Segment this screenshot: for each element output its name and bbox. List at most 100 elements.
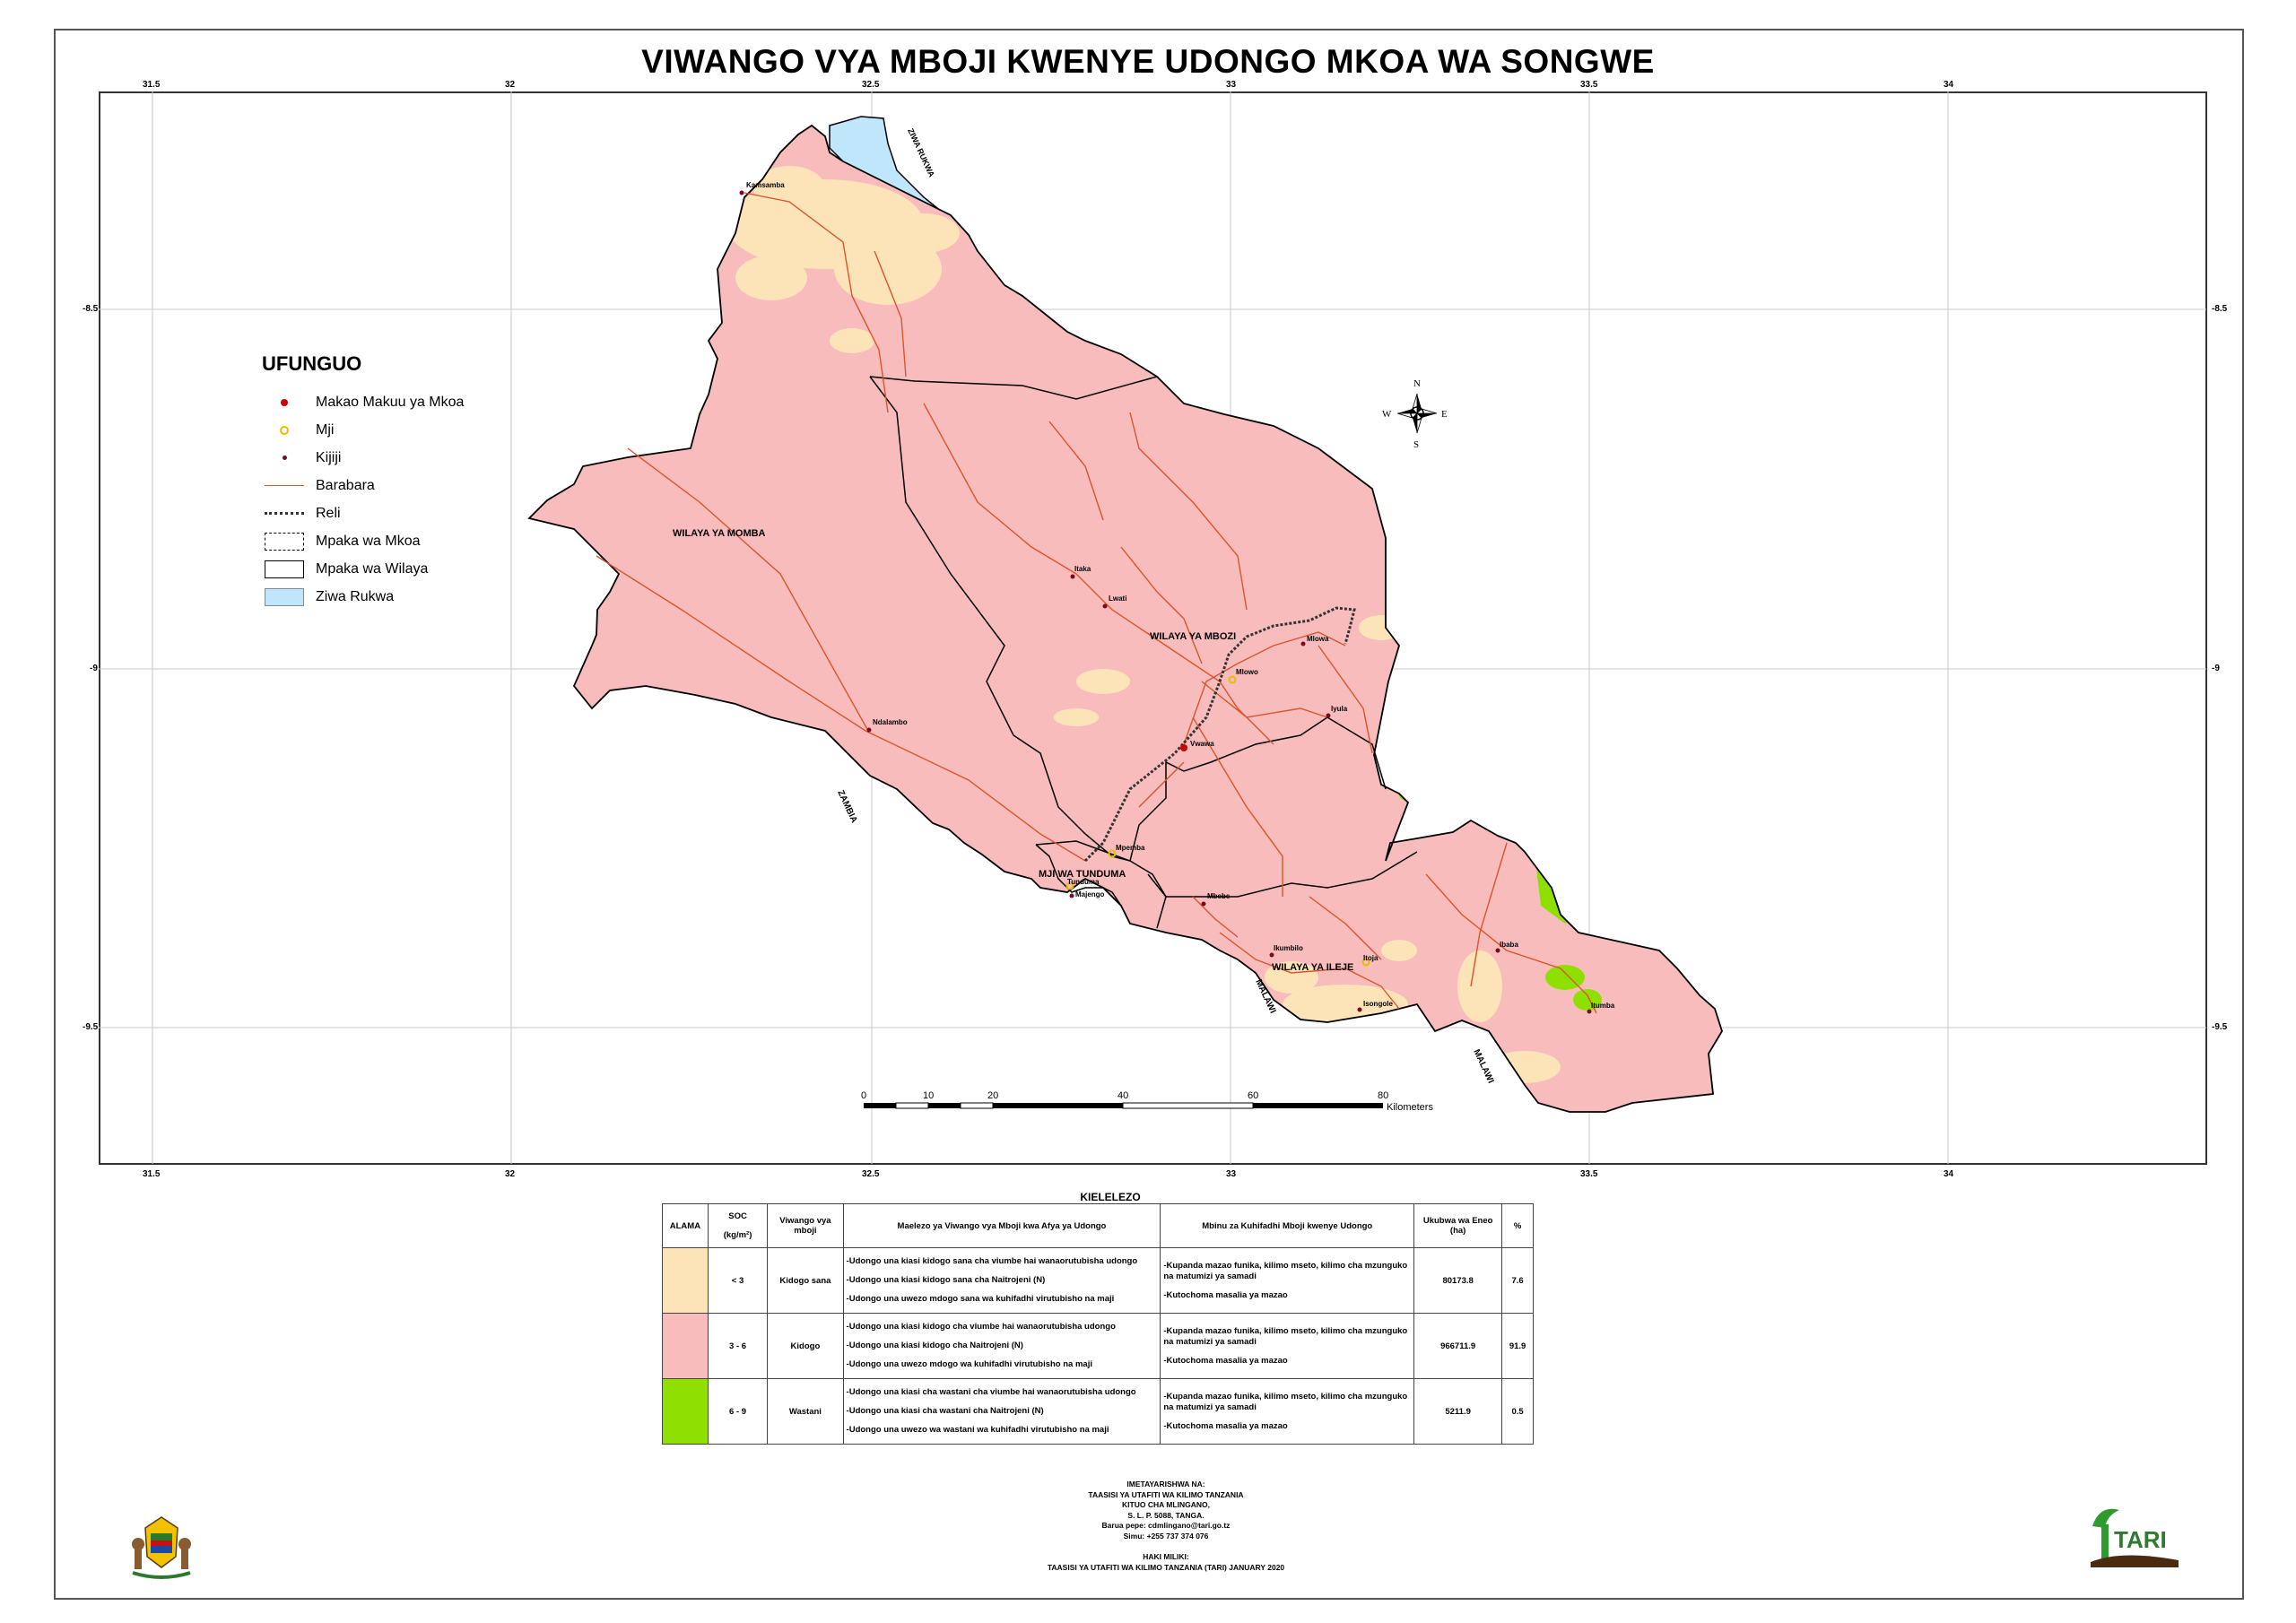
th-ukubwa: Ukubwa wa Eneo (ha) xyxy=(1413,1203,1503,1248)
tick-top: 32.5 xyxy=(862,80,880,90)
tick-top: 33 xyxy=(1226,80,1237,90)
tick-left: -9 xyxy=(90,664,98,673)
tick-bottom: 32 xyxy=(505,1169,516,1179)
legend-item-region-boundary: Mpaka wa Mkoa xyxy=(262,527,495,555)
tick-bottom: 33 xyxy=(1226,1169,1237,1179)
tick-left: -8.5 xyxy=(83,304,99,314)
label-malawi-2: MALAWI xyxy=(1471,1048,1495,1086)
regional-hq-dot-icon xyxy=(262,398,307,406)
tick-top: 32 xyxy=(505,80,516,90)
svg-text:10: 10 xyxy=(923,1090,934,1101)
svg-text:Kilometers: Kilometers xyxy=(1387,1102,1433,1113)
svg-text:S: S xyxy=(1413,439,1419,450)
svg-text:W: W xyxy=(1382,409,1392,420)
svg-text:60: 60 xyxy=(1248,1090,1258,1101)
road-line-icon xyxy=(262,485,307,486)
place-label: Isongole xyxy=(1363,1000,1393,1008)
legend-swatch-high xyxy=(662,1378,709,1445)
legend-item-hq: Makao Makuu ya Mkoa xyxy=(262,388,495,416)
region-boundary-icon xyxy=(262,532,307,551)
map-title: VIWANGO VYA MBOJI KWENYE UDONGO MKOA WA … xyxy=(641,43,1655,80)
legend-item-railway: Reli xyxy=(262,499,495,527)
svg-text:N: N xyxy=(1413,378,1421,389)
label-zambia: ZAMBIA xyxy=(835,789,858,825)
place-label: Iyula xyxy=(1331,705,1348,713)
label-ziwa-rukwa: ZIWA RUKWA xyxy=(906,127,936,179)
district-boundaries xyxy=(869,376,1418,929)
compass-rose-icon xyxy=(1396,393,1438,434)
village-dot-icon xyxy=(262,456,307,460)
tari-logo-text: TARI xyxy=(2114,1526,2167,1553)
tick-right: -9.5 xyxy=(2212,1022,2228,1032)
place-label: Itaka xyxy=(1074,565,1091,573)
tick-bottom: 34 xyxy=(1944,1169,1954,1179)
svg-text:E: E xyxy=(1441,409,1448,420)
place-label: Itoja xyxy=(1363,954,1378,962)
tick-bottom: 33.5 xyxy=(1580,1169,1598,1179)
table-title: KIELELEZO xyxy=(1080,1191,1141,1203)
label-wilaya-mbozi: WILAYA YA MBOZI xyxy=(1150,631,1236,642)
legend-title: UFUNGUO xyxy=(262,352,362,375)
svg-text:40: 40 xyxy=(1118,1090,1128,1101)
place-label: Itumba xyxy=(1591,1002,1615,1010)
page-frame xyxy=(54,29,2244,1600)
place-label: Vwawa xyxy=(1190,740,1214,748)
legend-item-road: Barabara xyxy=(262,472,495,499)
place-label: Tunduma xyxy=(1067,878,1100,886)
label-wilaya-ileje: WILAYA YA ILEJE xyxy=(1272,962,1353,973)
th-soc: SOC (kg/m²) xyxy=(707,1203,769,1248)
district-boundary-icon xyxy=(262,560,307,578)
tari-logo-icon: TARI xyxy=(2091,1508,2179,1567)
th-mbinu: Mbinu za Kuhifadhi Mboji kwenye Udongo xyxy=(1160,1203,1415,1248)
table-row: 3 - 6 Kidogo -Udongo una kiasi kidogo ch… xyxy=(662,1313,1534,1379)
railway-line-icon xyxy=(262,512,307,515)
place-label: Mbebe xyxy=(1207,892,1231,900)
place-label: Mlowa xyxy=(1307,635,1329,643)
place-label: Ibaba xyxy=(1500,941,1518,949)
th-percent: % xyxy=(1501,1203,1534,1248)
th-viwango: Viwango vya mboji xyxy=(767,1203,844,1248)
legend-swatch-low xyxy=(662,1247,709,1314)
tick-top: 31.5 xyxy=(143,80,161,90)
soc-low-patches xyxy=(726,166,1561,1083)
svg-text:20: 20 xyxy=(987,1090,998,1101)
legend-item-village: Kijiji xyxy=(262,444,495,472)
svg-text:80: 80 xyxy=(1378,1090,1388,1101)
map-frame xyxy=(99,91,2207,1165)
label-mji-tunduma: MJI WA TUNDUMA xyxy=(1039,869,1126,880)
lake-swatch-icon xyxy=(262,587,307,606)
railway xyxy=(1083,606,1356,863)
legend-item-district-boundary: Mpaka wa Wilaya xyxy=(262,555,495,583)
tick-top: 33.5 xyxy=(1580,80,1598,90)
scale-bar xyxy=(864,1102,1383,1109)
roads xyxy=(596,192,1597,1014)
town-circle-icon xyxy=(262,425,307,435)
map-legend: UFUNGUO Makao Makuu ya Mkoa Mji Kijiji B… xyxy=(262,352,495,611)
tick-top: 34 xyxy=(1944,80,1954,90)
th-alama: ALAMA xyxy=(662,1203,709,1248)
place-labels: Kamsamba Itaka Lwati Mlowo Mlowa Iyula V… xyxy=(746,181,1615,1010)
tick-left: -9.5 xyxy=(83,1022,99,1032)
place-label: Mlowo xyxy=(1236,668,1258,676)
tick-bottom: 31.5 xyxy=(143,1169,161,1179)
tanzania-coat-of-arms-icon xyxy=(132,1516,191,1579)
soc-table: ALAMA SOC (kg/m²) Viwango vya mboji Maele… xyxy=(662,1203,1534,1445)
label-wilaya-momba: WILAYA YA MOMBA xyxy=(673,528,766,539)
tick-right: -8.5 xyxy=(2212,304,2228,314)
table-row: < 3 Kidogo sana -Udongo una kiasi kidogo… xyxy=(662,1247,1534,1314)
place-label: Lwati xyxy=(1109,595,1126,603)
tick-bottom: 32.5 xyxy=(862,1169,880,1179)
place-label: Mpemba xyxy=(1116,844,1145,852)
table-header-row: ALAMA SOC (kg/m²) Viwango vya mboji Maele… xyxy=(662,1203,1534,1248)
credits-block: IMETAYARISHWA NA: TAASISI YA UTAFITI WA … xyxy=(1047,1480,1285,1572)
place-label: Majengo xyxy=(1075,890,1105,898)
settlement-markers xyxy=(739,190,1592,1014)
place-label: Kamsamba xyxy=(746,181,785,189)
legend-item-lake: Ziwa Rukwa xyxy=(262,583,495,611)
svg-text:0: 0 xyxy=(861,1090,866,1101)
compass-letters: N S E W xyxy=(1382,378,1448,450)
legend-item-town: Mji xyxy=(262,416,495,444)
scale-bar-labels: 0 10 20 40 60 80 Kilometers xyxy=(861,1090,1433,1113)
th-maelezo: Maelezo ya Viwango vya Mboji kwa Afya ya… xyxy=(842,1203,1161,1248)
